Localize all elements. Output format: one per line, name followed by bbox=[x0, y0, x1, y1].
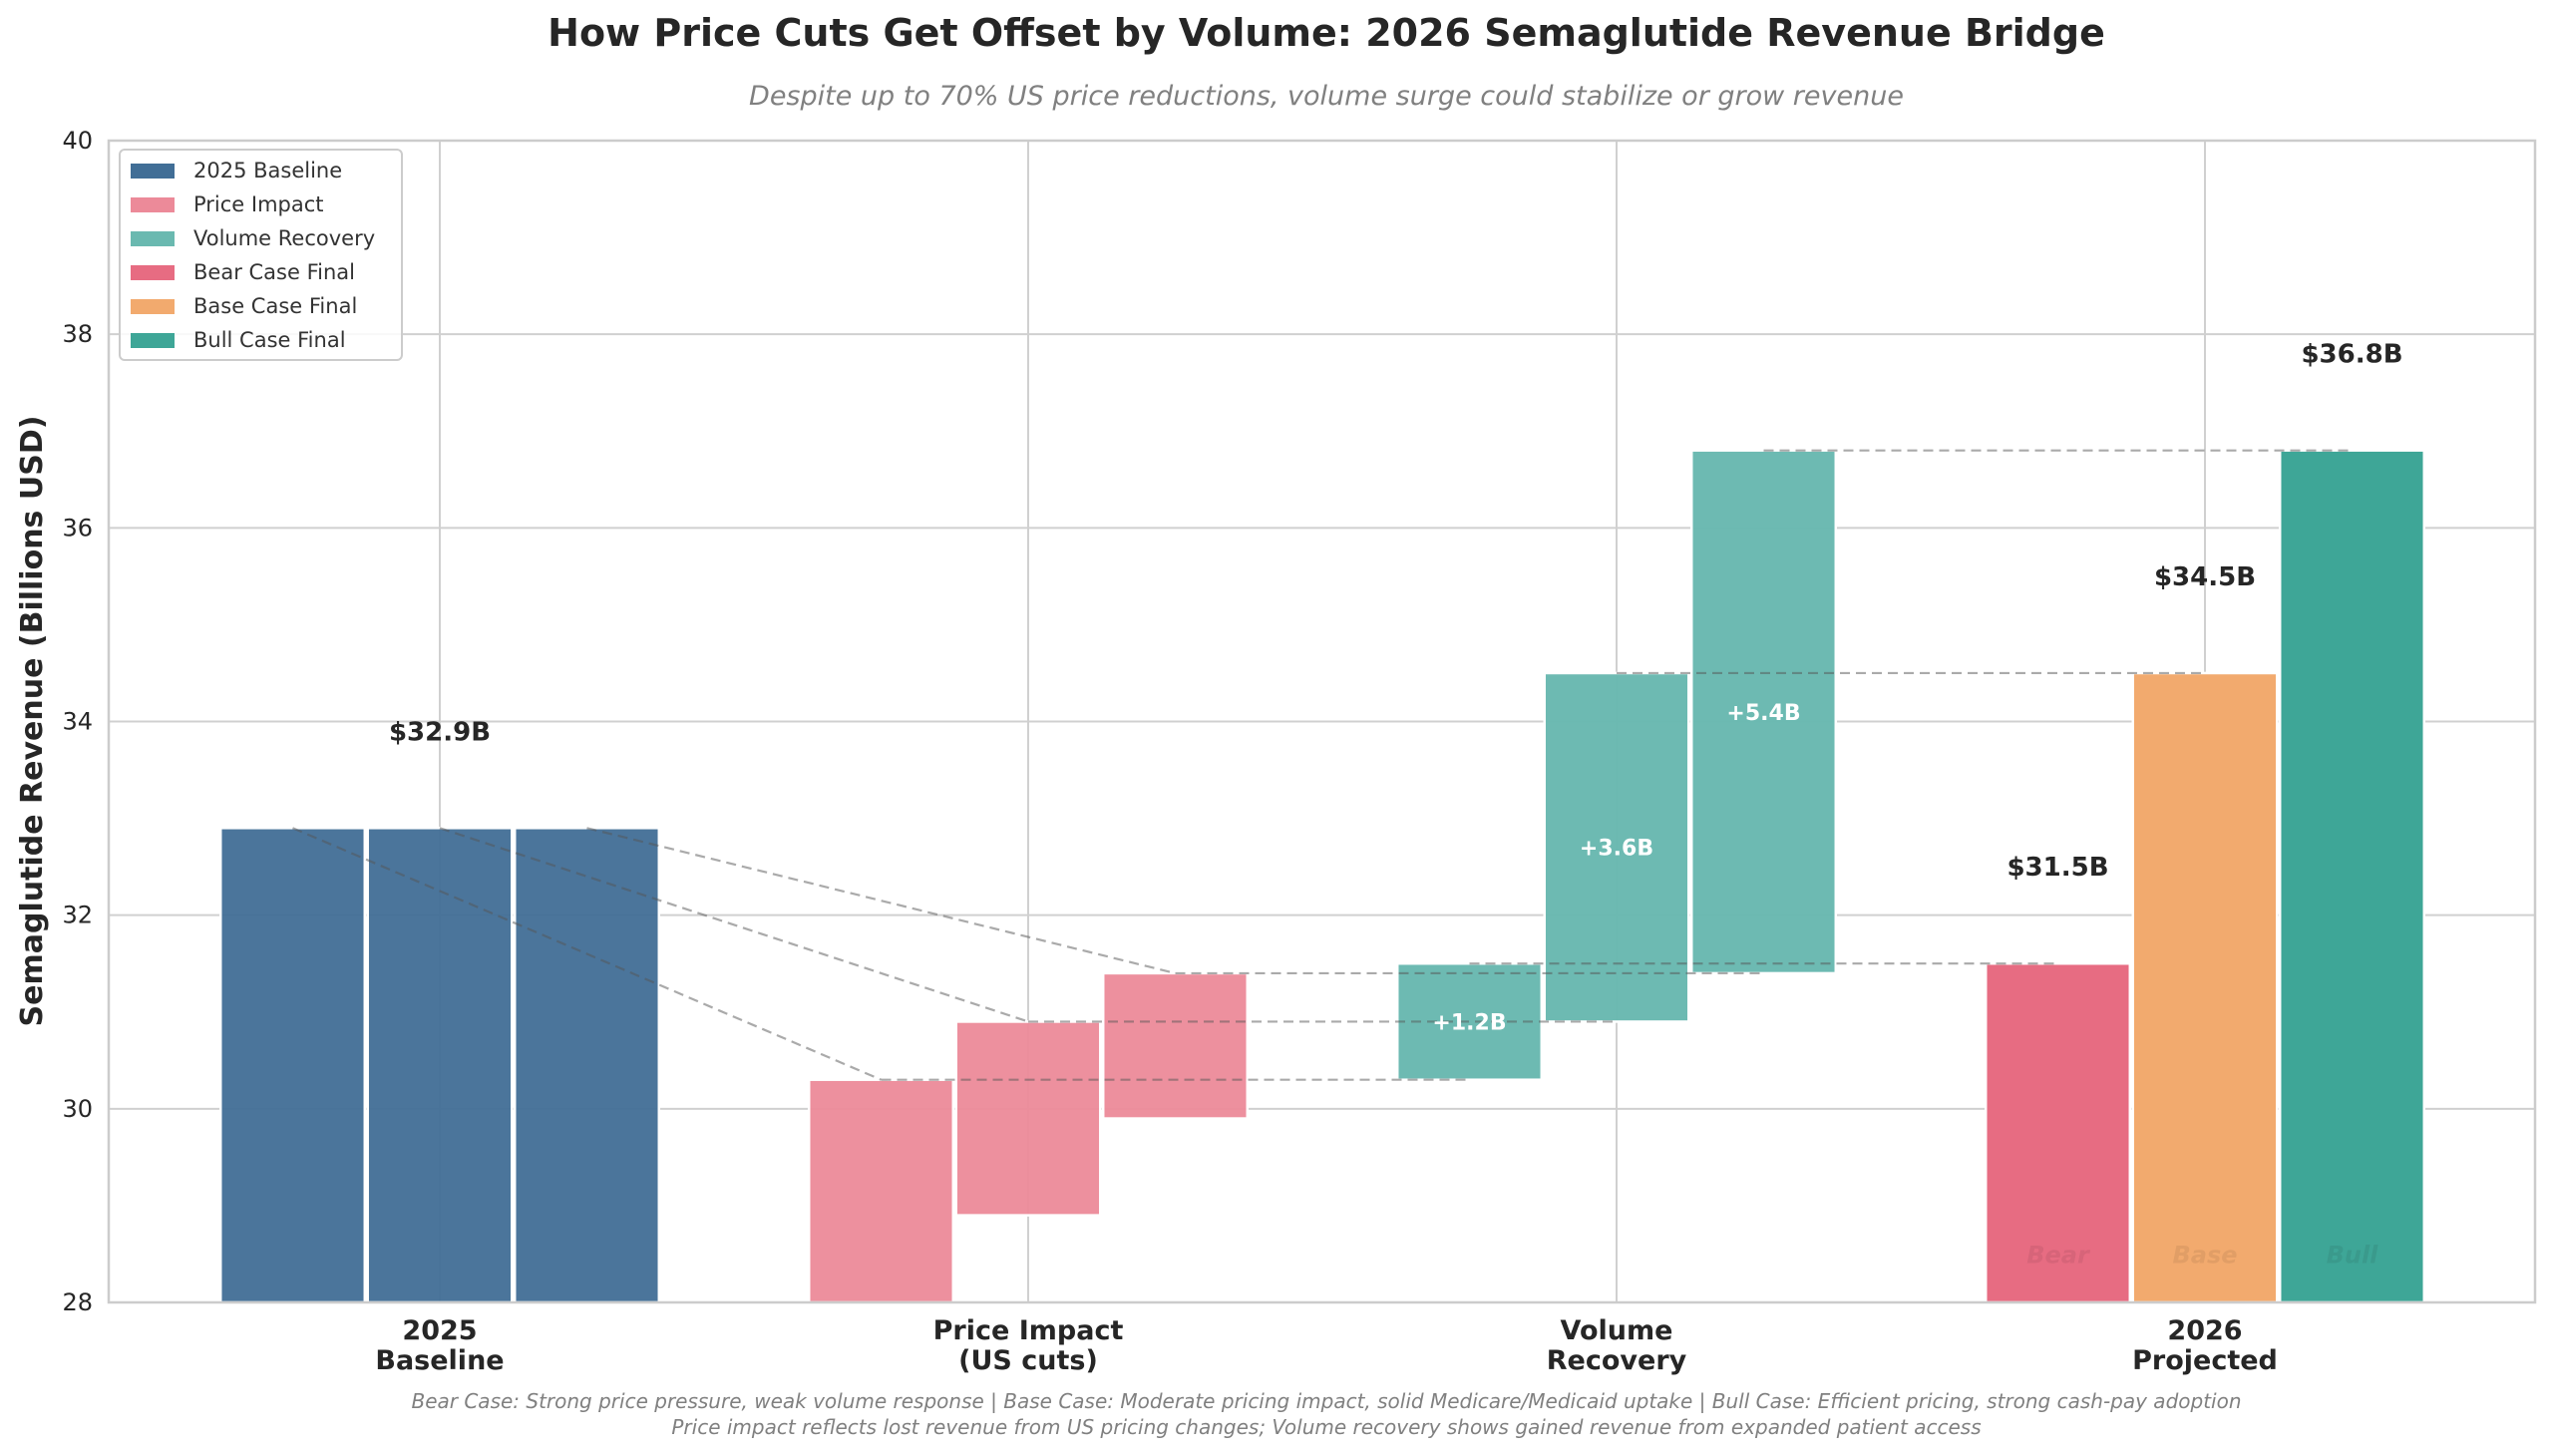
data-labels: $32.9B +1.2B $31.5B Bear +3.6B $34.5B Base +5.4… bbox=[389, 340, 2403, 1270]
legend-label: Bear Case Final bbox=[193, 260, 355, 284]
plot-frame bbox=[107, 139, 2537, 1304]
case-label-base: Base bbox=[2172, 1241, 2237, 1269]
final-value-label-base: $34.5B bbox=[2154, 562, 2256, 592]
x-tick-label: 2026 bbox=[2167, 1315, 2242, 1346]
chart-subtitle: Despite up to 70% US price reductions, v… bbox=[749, 81, 1904, 112]
connectors bbox=[292, 449, 2353, 1081]
volume-delta-label-base: +3.6B bbox=[1580, 837, 1653, 862]
legend-swatch bbox=[131, 333, 175, 348]
baseline-value-label: $32.9B bbox=[389, 717, 491, 747]
y-axis-label: Semaglutide Revenue (Billions USD) bbox=[15, 416, 50, 1027]
case-label-bear: Bear bbox=[2026, 1241, 2091, 1269]
baseline-bar-bear bbox=[218, 827, 367, 1304]
connector-baseline-to-price-base bbox=[439, 827, 1029, 1023]
final-value-label-bear: $31.5B bbox=[2006, 853, 2108, 883]
chart-title: How Price Cuts Get Offset by Volume: 202… bbox=[547, 11, 2105, 55]
y-tick-label: 32 bbox=[62, 902, 93, 929]
y-tick-label: 28 bbox=[62, 1288, 93, 1316]
x-tick-label: (US cuts) bbox=[958, 1345, 1098, 1376]
price-impact-bar-bear bbox=[807, 1078, 955, 1304]
case-label-bull: Bull bbox=[2327, 1241, 2379, 1269]
legend-frame bbox=[119, 149, 403, 361]
final-bar-bear bbox=[1984, 961, 2132, 1304]
final-value-label-bull: $36.8B bbox=[2301, 340, 2402, 370]
y-tick-label: 34 bbox=[62, 708, 93, 736]
y-axis-ticks: 28 30 32 34 36 38 40 bbox=[62, 127, 93, 1316]
legend-label: Price Impact bbox=[193, 192, 324, 216]
legend-label: Bull Case Final bbox=[193, 328, 346, 352]
y-tick-label: 30 bbox=[62, 1095, 93, 1123]
x-tick-label: Projected bbox=[2132, 1345, 2278, 1376]
legend-label: Base Case Final bbox=[193, 294, 357, 318]
price-impact-bar-bull bbox=[1101, 971, 1250, 1120]
legend: 2025 Baseline Price Impact Volume Recovery… bbox=[119, 149, 403, 361]
baseline-bar-base bbox=[366, 827, 514, 1304]
footnote-scenarios: Bear Case: Strong price pressure, weak v… bbox=[411, 1389, 2241, 1413]
footnote-methodology: Price impact reflects lost revenue from … bbox=[671, 1415, 1981, 1439]
volume-delta-label-bear: +1.2B bbox=[1432, 1010, 1506, 1035]
legend-label: Volume Recovery bbox=[193, 226, 375, 250]
legend-swatch bbox=[131, 164, 175, 179]
final-bar-base bbox=[2131, 671, 2279, 1304]
x-tick-label: Volume bbox=[1561, 1315, 1673, 1346]
legend-swatch bbox=[131, 265, 175, 280]
legend-swatch bbox=[131, 231, 175, 246]
final-bar-bull bbox=[2278, 449, 2426, 1304]
x-tick-label: Price Impact bbox=[933, 1315, 1124, 1346]
y-tick-label: 36 bbox=[62, 514, 93, 542]
connector-baseline-to-price-bull bbox=[586, 827, 1176, 974]
y-tick-label: 38 bbox=[62, 320, 93, 348]
connector-baseline-to-price-bear bbox=[292, 827, 882, 1081]
x-tick-label: Baseline bbox=[375, 1345, 504, 1376]
x-tick-label: 2025 bbox=[402, 1315, 477, 1346]
y-tick-label: 40 bbox=[62, 127, 93, 155]
volume-recovery-bar-bull bbox=[1689, 449, 1838, 975]
price-impact-bar-base bbox=[954, 1020, 1102, 1217]
baseline-bar-bull bbox=[513, 827, 661, 1304]
legend-label: 2025 Baseline bbox=[193, 159, 342, 182]
volume-delta-label-bull: +5.4B bbox=[1726, 701, 1800, 726]
legend-swatch bbox=[131, 197, 175, 212]
x-tick-label: Recovery bbox=[1547, 1345, 1687, 1376]
legend-swatch bbox=[131, 299, 175, 314]
